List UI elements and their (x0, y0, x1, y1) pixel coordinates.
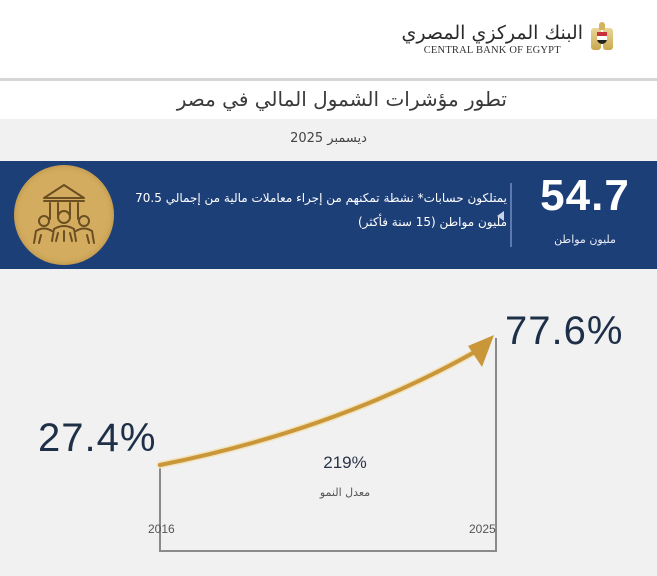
pointer-triangle-icon (497, 211, 504, 221)
banner-divider (510, 183, 512, 247)
start-year-label: 2016 (148, 522, 175, 536)
header: البنك المركزي المصري CENTRAL BANK OF EGY… (0, 0, 657, 78)
page-title: تطور مؤشرات الشمول المالي في مصر (176, 87, 507, 111)
highlight-unit: مليون مواطن (554, 233, 616, 246)
highlight-value: 54.7 (540, 171, 630, 220)
growth-rate-value: 219% (323, 453, 367, 472)
end-value: 77.6% (505, 309, 624, 353)
growth-rate-label: معدل النمو (319, 486, 371, 499)
highlight-description: يمتلكون حسابات* نشطة تمكنهم من إجراء معا… (135, 191, 507, 229)
highlight-banner: يمتلكون حسابات* نشطة تمكنهم من إجراء معا… (0, 161, 657, 269)
header-divider (0, 78, 657, 81)
chart-axis-bracket (159, 338, 497, 552)
chart-graphic (156, 335, 497, 552)
growth-chart: 27.4% 77.6% 219% معدل النمو 2016 2025 (0, 269, 657, 576)
logo-text: البنك المركزي المصري CENTRAL BANK OF EGY… (401, 21, 584, 56)
arrow-head-icon (468, 335, 494, 367)
eagle-emblem-icon (591, 22, 613, 56)
cbe-logo: البنك المركزي المصري CENTRAL BANK OF EGY… (402, 22, 613, 56)
date-subtitle: ديسمبر 2025 (290, 131, 367, 146)
title-band: تطور مؤشرات الشمول المالي في مصر (0, 81, 657, 119)
logo-arabic: البنك المركزي المصري (401, 21, 584, 44)
growth-arrow-line (158, 347, 482, 467)
end-year-label: 2025 (469, 522, 496, 536)
subtitle-band: ديسمبر 2025 (0, 119, 657, 161)
bank-people-icon (14, 165, 114, 265)
logo-english: CENTRAL BANK OF EGYPT (423, 44, 561, 56)
start-value: 27.4% (38, 416, 157, 460)
